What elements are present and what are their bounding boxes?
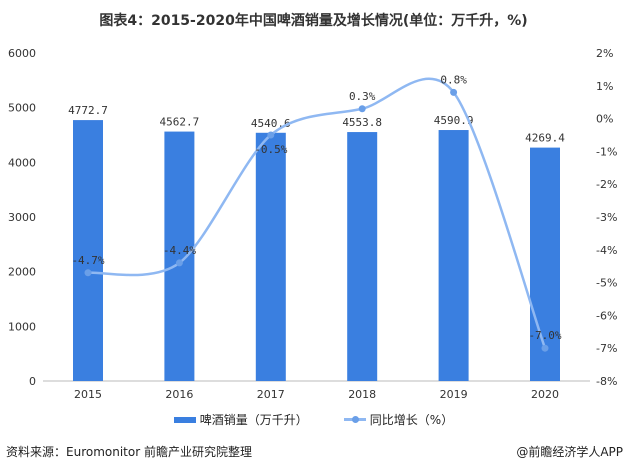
growth-point-2016 (175, 259, 183, 267)
growth-value-label: 0.3% (349, 90, 376, 103)
y-right-tick-label: -2% (596, 178, 617, 191)
y-left-tick-label: 0 (29, 375, 36, 388)
growth-value-label: -4.7% (71, 254, 104, 267)
bar-2015 (73, 120, 103, 381)
x-tick-label: 2018 (348, 388, 376, 401)
bar-2020 (530, 147, 560, 381)
y-right-tick-label: -6% (596, 309, 617, 322)
legend-item-sales[interactable]: 啤酒销量（万千升） (173, 411, 308, 428)
growth-value-label: -0.5% (254, 143, 287, 156)
x-tick-label: 2016 (165, 388, 193, 401)
legend-item-growth[interactable]: 同比增长（%） (343, 411, 454, 428)
growth-point-2017 (267, 131, 275, 139)
y-right-tick-label: -4% (596, 244, 617, 257)
y-right-tick-label: 0% (596, 113, 613, 126)
bar-2019 (438, 130, 469, 381)
growth-point-2018 (358, 105, 366, 113)
bar-2017 (255, 132, 286, 381)
legend-line-swatch (343, 416, 366, 423)
y-left-tick-label: 5000 (8, 102, 36, 115)
growth-value-label: -7.0% (528, 329, 561, 342)
y-right-tick-label: -8% (596, 375, 617, 388)
bar-value-label: 4562.7 (160, 116, 200, 129)
growth-line (87, 77, 547, 349)
bar-value-label: 4540.6 (251, 117, 291, 130)
y-right-tick-label: -1% (596, 145, 617, 158)
growth-point-2015 (84, 269, 92, 277)
bar-value-label: 4269.4 (525, 132, 565, 145)
legend: 啤酒销量（万千升） 同比增长（%） (0, 411, 627, 428)
legend-label-growth: 同比增长（%） (369, 413, 454, 427)
y-left-tick-label: 1000 (8, 320, 36, 333)
source-note: 资料来源：Euromonitor 前瞻产业研究院整理 (6, 445, 252, 459)
growth-point-2019 (450, 88, 458, 96)
bar-value-label: 4590.9 (434, 114, 474, 127)
bar-2018 (347, 132, 378, 381)
y-left-tick-label: 3000 (8, 211, 36, 224)
chart-title: 图表4：2015-2020年中国啤酒销量及增长情况(单位：万千升，%) (99, 13, 528, 29)
bar-2016 (164, 131, 195, 381)
bar-value-label: 4772.7 (68, 104, 108, 117)
y-right-tick-label: -3% (596, 211, 617, 224)
bar-value-label: 4553.8 (342, 116, 382, 129)
x-tick-label: 2020 (531, 388, 559, 401)
brand-credit: @前瞻经济学人APP (516, 445, 623, 459)
growth-point-2020 (541, 344, 549, 352)
y-left-tick-label: 2000 (8, 266, 36, 279)
x-tick-label: 2017 (257, 388, 285, 401)
y-left-tick-label: 4000 (8, 156, 36, 169)
legend-bar-swatch (173, 416, 196, 423)
y-right-tick-label: 2% (596, 47, 613, 60)
growth-value-label: 0.8% (440, 73, 467, 86)
x-tick-label: 2015 (74, 388, 102, 401)
y-right-tick-label: -7% (596, 342, 617, 355)
y-right-tick-label: -5% (596, 277, 617, 290)
y-right-tick-label: 1% (596, 80, 613, 93)
growth-value-label: -4.4% (163, 244, 196, 257)
x-tick-label: 2019 (440, 388, 468, 401)
y-left-tick-label: 6000 (8, 47, 36, 60)
legend-label-sales: 啤酒销量（万千升） (199, 413, 308, 427)
